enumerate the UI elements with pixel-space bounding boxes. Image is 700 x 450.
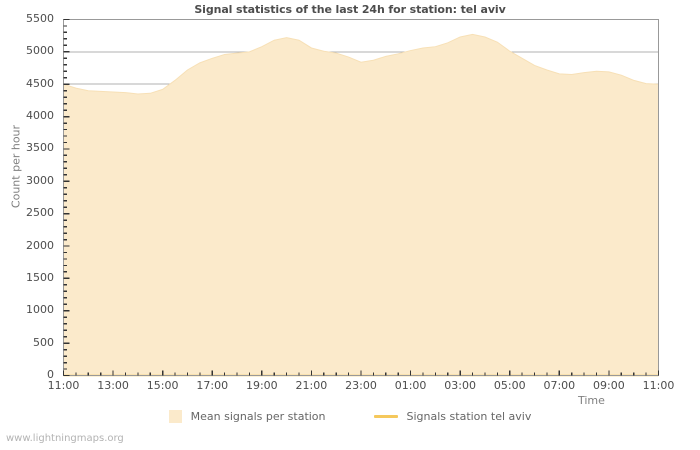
y-tick-label: 4500 — [26, 76, 54, 90]
y-tick-label: 3000 — [26, 173, 54, 187]
y-tick-label: 5000 — [26, 44, 54, 58]
x-tick-label: 17:00 — [196, 379, 229, 392]
line-marker-icon — [373, 415, 398, 418]
axis-ticks — [62, 18, 660, 377]
x-tick-label: 21:00 — [295, 379, 328, 392]
x-tick-label: 05:00 — [493, 379, 526, 392]
y-tick-label: 2500 — [26, 206, 54, 220]
x-tick-label: 15:00 — [146, 379, 179, 392]
area-swatch-icon — [168, 410, 182, 423]
chart-legend: Mean signals per station Signals station… — [0, 410, 700, 423]
x-tick-label: 03:00 — [444, 379, 476, 392]
x-tick-label: 11:00 — [642, 379, 675, 392]
x-tick-label: 07:00 — [543, 379, 576, 392]
legend-item-mean-signals[interactable]: Mean signals per station — [168, 410, 326, 423]
legend-label-station-signals: Signals station tel aviv — [406, 410, 532, 423]
plot-area — [62, 18, 660, 377]
x-axis-label: Time — [578, 394, 605, 407]
y-tick-label: 2000 — [26, 238, 54, 252]
chart-title: Signal statistics of the last 24h for st… — [194, 3, 506, 16]
x-tick-label: 09:00 — [593, 379, 625, 392]
y-tick-label: 4000 — [26, 109, 54, 123]
x-tick-label: 23:00 — [345, 379, 377, 392]
legend-item-station-signals[interactable]: Signals station tel aviv — [373, 410, 532, 423]
y-tick-label: 1500 — [26, 270, 54, 284]
series-layer — [63, 33, 659, 377]
y-tick-label: 1000 — [26, 303, 54, 317]
watermark: www.lightningmaps.org — [6, 433, 124, 444]
x-tick-label: 13:00 — [97, 379, 129, 392]
x-tick-label: 11:00 — [47, 379, 80, 392]
y-tick-label: 5500 — [26, 12, 54, 25]
x-tick-label: 19:00 — [245, 379, 278, 392]
x-tick-label: 01:00 — [394, 379, 427, 392]
y-tick-label: 500 — [33, 335, 54, 349]
y-tick-label: 3500 — [26, 141, 54, 155]
y-tick-label: 0 — [47, 368, 54, 381]
legend-label-mean-signals: Mean signals per station — [190, 410, 326, 423]
